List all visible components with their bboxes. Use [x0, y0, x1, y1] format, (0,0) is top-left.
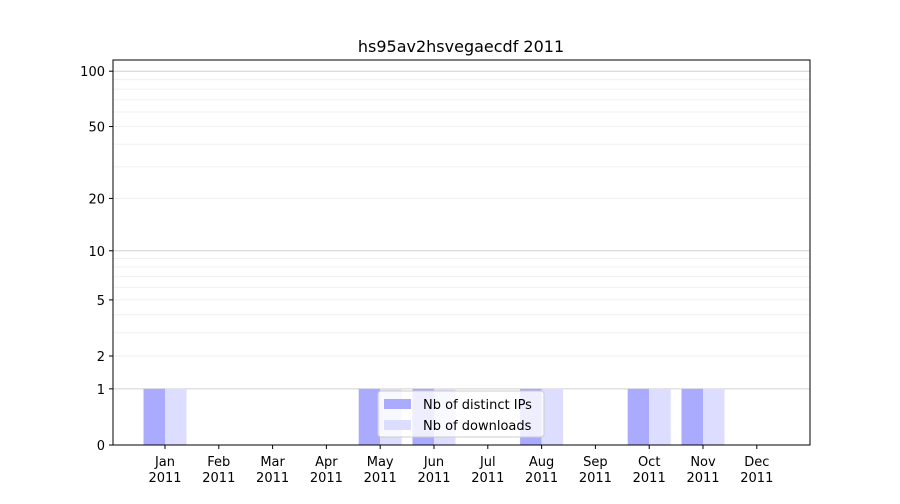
plot-frame: [112, 59, 811, 446]
x-tick-label: Dec 2011: [740, 455, 773, 486]
bar-1: [165, 388, 187, 445]
legend-swatch: [384, 420, 411, 430]
y-tick-label: 5: [97, 294, 105, 309]
bar-1: [703, 388, 725, 445]
y-tick-label: 10: [88, 245, 105, 260]
x-tick-label: Aug 2011: [525, 455, 558, 486]
bar-0: [627, 388, 650, 445]
bar-1: [541, 388, 564, 445]
bar-0: [358, 388, 381, 445]
bar-0: [681, 388, 703, 445]
x-tick-label: Jul 2011: [471, 455, 504, 486]
x-tick-label: Sep 2011: [579, 455, 612, 486]
y-tick-label: 1: [97, 383, 105, 398]
chart-title: hs95av2hsvegaecdf 2011: [358, 37, 564, 56]
legend-label: Nb of distinct IPs: [423, 398, 532, 413]
x-tick-label: Feb 2011: [202, 455, 235, 486]
y-tick-label: 20: [88, 192, 105, 207]
legend-swatch: [384, 399, 411, 409]
y-tick-label: 0: [97, 439, 105, 454]
y-tick-label: 2: [97, 350, 105, 365]
x-tick-label: Mar 2011: [256, 455, 289, 486]
x-tick-label: Jan 2011: [148, 455, 181, 486]
y-tick-label: 100: [80, 65, 105, 80]
legend-label: Nb of downloads: [423, 419, 532, 434]
bar-0: [143, 388, 165, 445]
x-tick-label: Oct 2011: [633, 455, 666, 486]
x-tick-label: May 2011: [364, 455, 397, 486]
x-tick-label: Jun 2011: [417, 455, 450, 486]
x-tick-label: Apr 2011: [310, 455, 343, 486]
bar-1: [649, 388, 671, 445]
legend-box: [377, 390, 545, 438]
x-tick-label: Nov 2011: [686, 455, 719, 486]
y-tick-label: 50: [88, 121, 105, 136]
